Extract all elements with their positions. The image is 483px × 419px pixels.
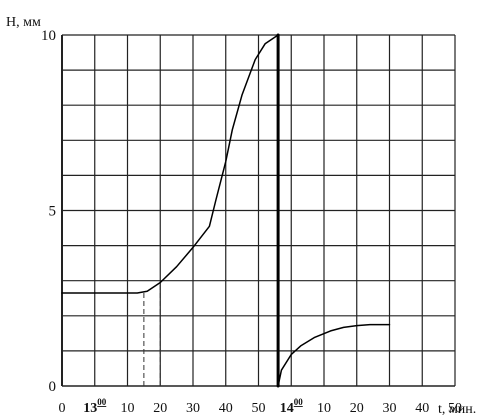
y-axis-label: H, мм [6,15,41,30]
x-tick-label: 0 [59,401,66,416]
x-tick-superscript: 00 [294,397,304,407]
reference-lines [143,282,161,386]
x-tick-label: 40 [219,401,233,416]
x-tick-label: 10 [317,401,331,416]
grid [61,34,456,387]
x-axis-label: t, мин. [438,402,476,417]
y-tick-label: 0 [49,379,57,395]
x-tick-label: 30 [186,401,200,416]
x-tick-label: 10 [121,401,135,416]
series-line [277,323,391,387]
x-tick-label: 1300 [83,397,107,416]
y-tick-label: 10 [41,28,56,44]
series-layer [61,33,391,388]
x-tick-label: 20 [350,401,364,416]
x-tick-label: 50 [252,401,266,416]
y-axis-ticks: 0 5 10 [41,28,56,395]
x-axis-ticks: 0 1300 10 20 30 40 50 1400 10 20 30 40 50 [59,397,463,416]
x-tick-label: 20 [153,401,167,416]
x-tick-superscript: 00 [97,397,107,407]
x-tick-label: 50 [448,401,462,416]
x-tick-label: 30 [383,401,397,416]
series-line [61,34,279,294]
x-tick-label: 1400 [280,397,304,416]
y-tick-label: 5 [49,204,57,220]
x-tick-label: 40 [415,401,429,416]
